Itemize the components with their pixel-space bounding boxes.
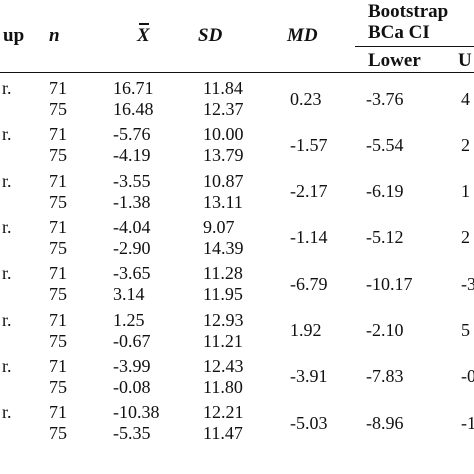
- cell-n: 71: [49, 216, 67, 237]
- cell-mean: 1.25: [113, 309, 145, 330]
- row-group-label: r.: [2, 355, 12, 376]
- cell-sd: 10.87: [203, 170, 244, 191]
- cell-upper: -0: [461, 366, 474, 387]
- cell-upper: -1: [461, 412, 474, 433]
- cell-upper: -3: [461, 273, 474, 294]
- cell-md: -2.17: [290, 181, 328, 202]
- cell-lower: -8.96: [366, 412, 404, 433]
- cell-mean: 16.71: [113, 78, 154, 98]
- cell-sd: 12.43: [203, 355, 244, 376]
- cell-n: 71: [49, 170, 67, 191]
- cell-mean: -2.90: [113, 237, 151, 258]
- row-group-label: r.: [2, 402, 12, 423]
- cell-mean: -3.99: [113, 355, 151, 376]
- cell-n: 71: [49, 124, 67, 145]
- cell-sd: 12.21: [203, 402, 244, 423]
- cell-mean: -3.55: [113, 170, 151, 191]
- header-bootstrap-line1: Bootstrap: [368, 1, 449, 22]
- cell-sd: 11.95: [203, 284, 243, 305]
- cell-mean: -10.38: [113, 402, 160, 423]
- cell-n: 75: [49, 237, 67, 258]
- cell-n: 71: [49, 355, 67, 376]
- header-lower: Lower: [368, 50, 421, 71]
- cell-sd: 11.80: [203, 376, 243, 397]
- header-md: MD: [287, 25, 318, 46]
- cell-md: -1.14: [290, 227, 328, 248]
- cell-n: 75: [49, 284, 67, 305]
- cell-upper: 2: [461, 227, 470, 248]
- cell-mean: -0.67: [113, 330, 151, 351]
- cell-lower: -5.54: [366, 134, 404, 155]
- row-group-label: r.: [2, 124, 12, 145]
- cell-n: 75: [49, 191, 67, 212]
- row-group-label: r.: [2, 216, 12, 237]
- cell-sd: 12.93: [203, 309, 244, 330]
- header-sd: SD: [198, 25, 223, 46]
- cell-mean: -3.65: [113, 263, 151, 284]
- cell-md: -5.03: [290, 412, 328, 433]
- header-bootstrap-line2: BCa CI: [368, 22, 430, 43]
- cell-n: 71: [49, 309, 67, 330]
- row-group-label: r.: [2, 309, 12, 330]
- header-upper: U: [458, 50, 472, 71]
- cell-lower: -6.19: [366, 181, 404, 202]
- cell-n: 71: [49, 78, 67, 98]
- cell-upper: 2: [461, 134, 470, 155]
- cell-sd: 9.07: [203, 216, 235, 237]
- header-mean: X: [137, 23, 150, 46]
- cell-n: 75: [49, 145, 67, 166]
- cell-mean: -0.08: [113, 376, 151, 397]
- overbar: [139, 23, 149, 25]
- cell-mean: -1.38: [113, 191, 151, 212]
- cell-lower: -7.83: [366, 366, 404, 387]
- header-rule: [0, 72, 474, 73]
- cell-sd: 13.79: [203, 145, 244, 166]
- cell-mean: -4.04: [113, 216, 151, 237]
- cell-lower: -2.10: [366, 320, 404, 340]
- cell-lower: -10.17: [366, 273, 413, 294]
- cell-md: 1.92: [290, 320, 322, 340]
- cell-n: 75: [49, 330, 67, 351]
- cell-sd: 11.84: [203, 78, 243, 98]
- cell-n: 75: [49, 376, 67, 397]
- cell-n: 75: [49, 99, 67, 119]
- cell-n: 71: [49, 402, 67, 423]
- cell-sd: 14.39: [203, 237, 244, 258]
- cell-md: -6.79: [290, 273, 328, 294]
- cell-n: 75: [49, 423, 67, 444]
- cell-mean: 3.14: [113, 284, 145, 305]
- header-mean-symbol: X: [137, 25, 150, 46]
- cell-mean: -5.35: [113, 423, 151, 444]
- row-group-label: r.: [2, 263, 12, 284]
- cell-sd: 11.47: [203, 423, 243, 444]
- cell-sd: 11.28: [203, 263, 243, 284]
- row-group-label: r.: [2, 170, 12, 191]
- cell-md: -3.91: [290, 366, 328, 387]
- header-group: up: [3, 25, 25, 46]
- cell-lower: -5.12: [366, 227, 404, 248]
- cell-lower: -3.76: [366, 88, 404, 109]
- cell-mean: -4.19: [113, 145, 151, 166]
- cell-sd: 11.21: [203, 330, 243, 351]
- cell-sd: 12.37: [203, 99, 244, 119]
- cell-upper: 1: [461, 181, 470, 202]
- cell-upper: 4: [461, 88, 470, 109]
- cell-sd: 13.11: [203, 191, 243, 212]
- cell-mean: -5.76: [113, 124, 151, 145]
- row-group-label: r.: [2, 78, 12, 98]
- cell-n: 71: [49, 263, 67, 284]
- cell-sd: 10.00: [203, 124, 244, 145]
- cell-mean: 16.48: [113, 99, 154, 119]
- header-n: n: [49, 25, 60, 46]
- cell-md: -1.57: [290, 134, 328, 155]
- cell-upper: 5: [461, 320, 470, 340]
- cell-md: 0.23: [290, 88, 322, 109]
- bootstrap-subrule: [355, 46, 474, 47]
